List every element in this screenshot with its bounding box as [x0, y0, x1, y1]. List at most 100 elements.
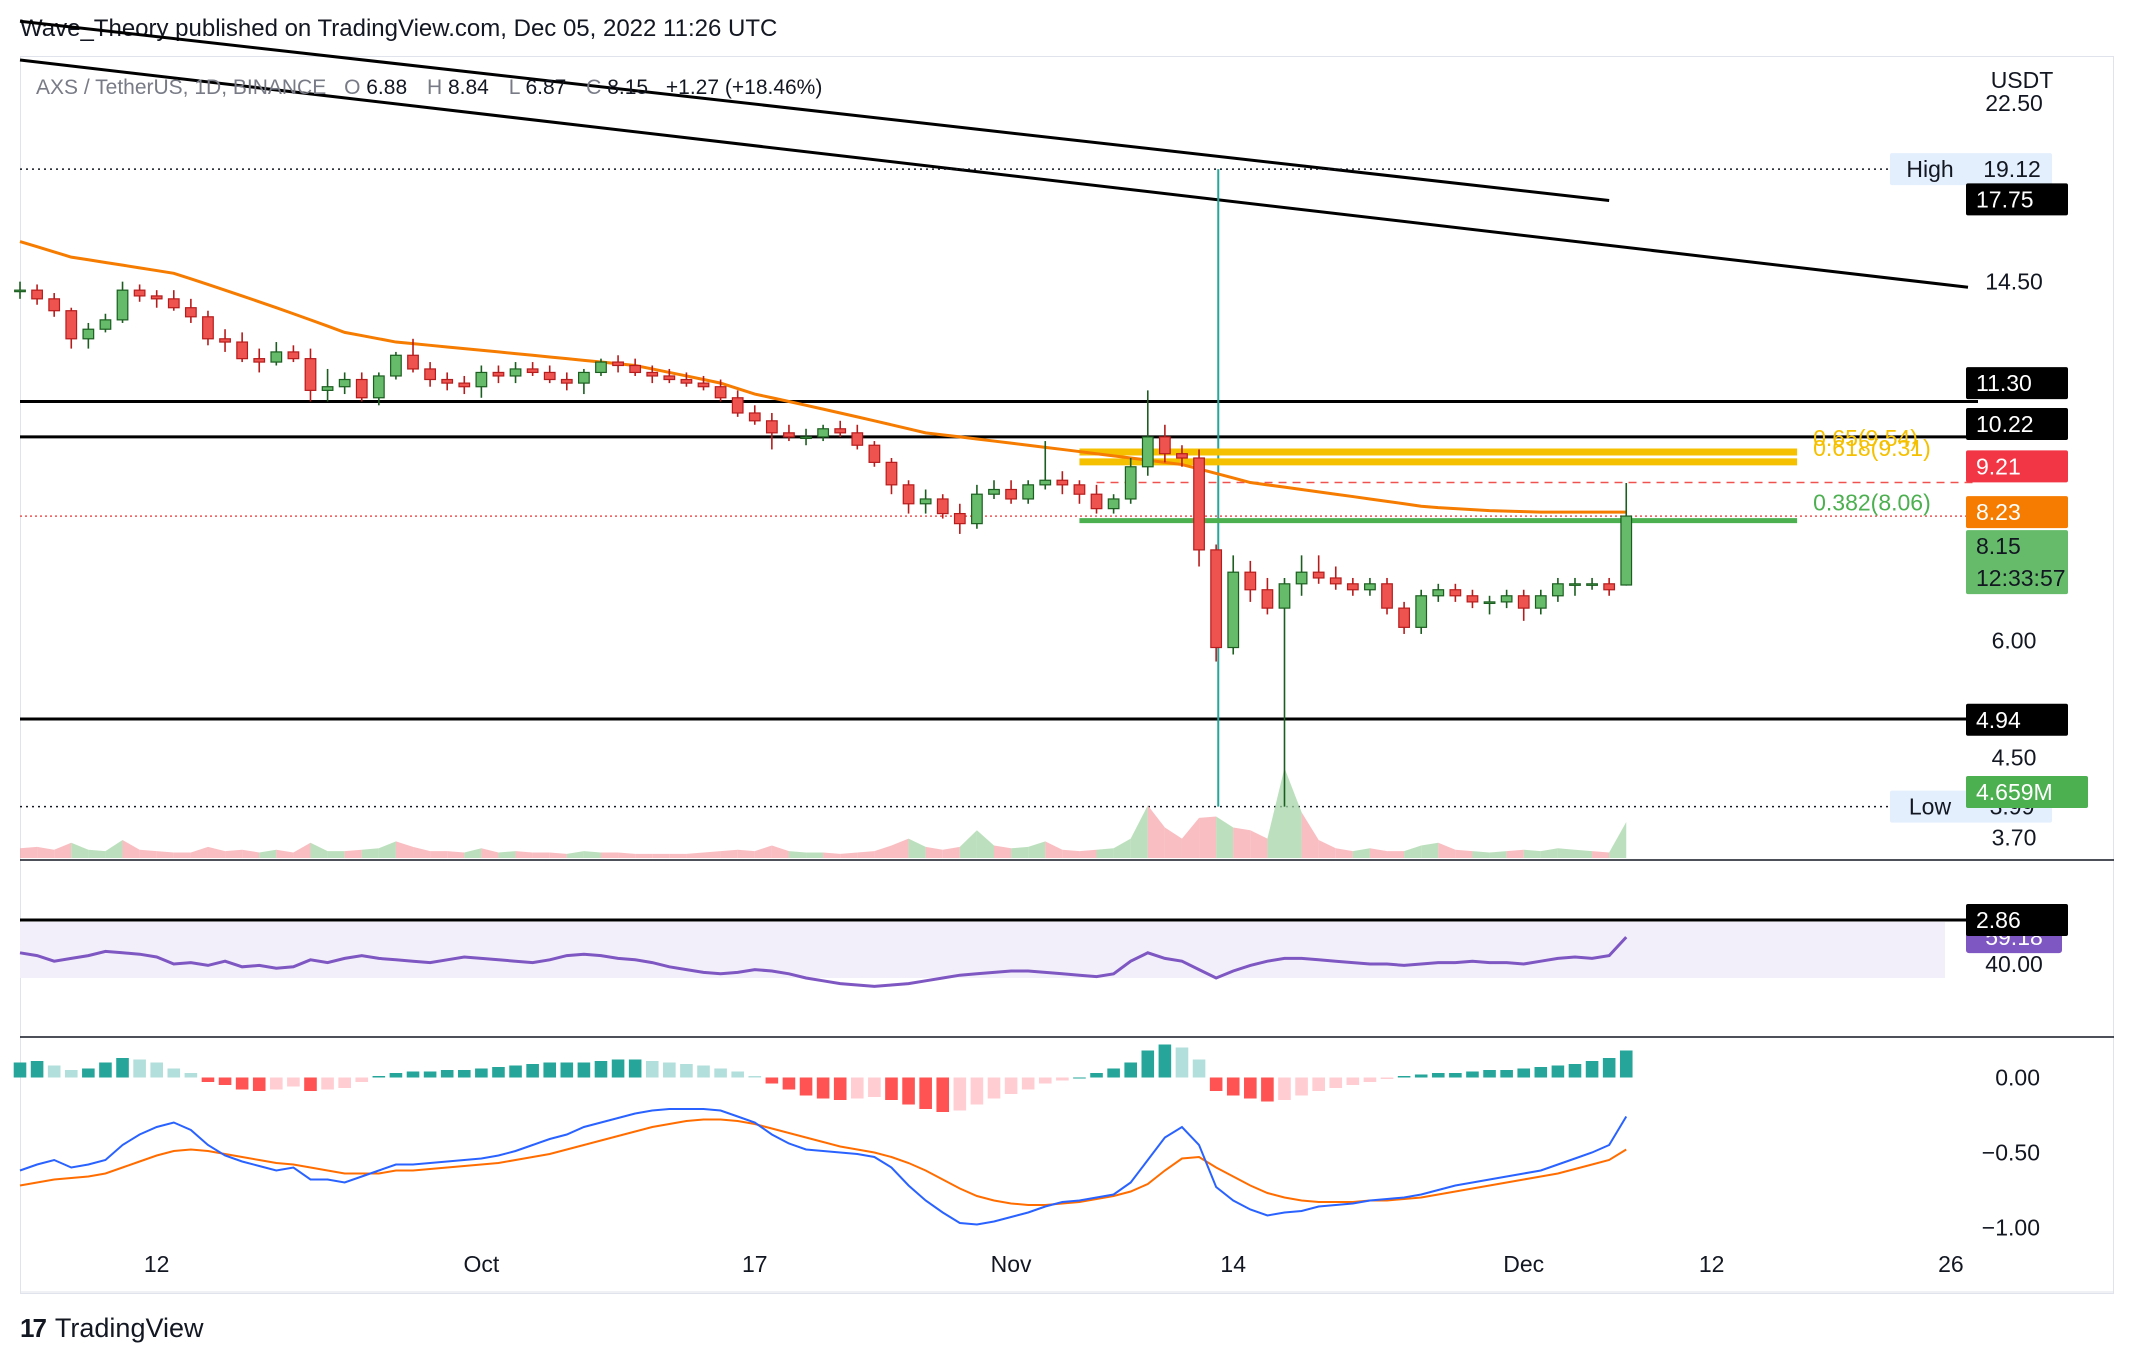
candle-body [731, 397, 744, 414]
candle-body [1551, 583, 1564, 597]
candle [1329, 566, 1342, 590]
candle-body [646, 371, 659, 377]
candle-body [1312, 571, 1325, 579]
macd-histogram-bar [697, 1065, 710, 1078]
volume-area-segment [1335, 848, 1353, 858]
macd-signal-line [19, 1118, 1627, 1206]
price-label-badge [1966, 367, 2068, 400]
time-tick-label: 17 [742, 1251, 768, 1277]
extreme-marker-label: Low [1909, 794, 1952, 820]
candle [646, 365, 659, 384]
macd-histogram-bar [1431, 1073, 1445, 1078]
fib-levels: 0.618(9.31)0.65(9.54) 0.382(8.06) [1079, 425, 1931, 524]
volume-area-segment [1045, 841, 1063, 858]
volume-area-segment [54, 842, 72, 858]
candle-body [441, 378, 454, 384]
chart-frame[interactable] [20, 56, 2114, 1294]
candle [150, 290, 163, 308]
candle [1039, 441, 1052, 490]
candle [1244, 560, 1257, 602]
macd-histogram-bar [1038, 1077, 1052, 1084]
macd-histogram-bar [1346, 1077, 1360, 1085]
macd-histogram-bar [1124, 1062, 1137, 1078]
macd-histogram-bar [970, 1077, 984, 1105]
candle-body [1227, 571, 1240, 649]
trend-line [19, 58, 1969, 289]
macd-histogram-bar [1602, 1058, 1616, 1078]
candle-body [236, 341, 249, 360]
macd-histogram-bar [611, 1059, 625, 1078]
volume-area-segment [395, 841, 414, 858]
price-tick-label: 3.70 [1992, 824, 2037, 850]
legend-c-label: C [586, 76, 601, 99]
candle-body [595, 361, 607, 374]
macd-histogram-bar [475, 1068, 488, 1078]
macd-histogram-bar [184, 1073, 198, 1078]
candle [1073, 480, 1086, 504]
candle-body [390, 354, 402, 377]
macd-histogram-bar [868, 1077, 881, 1097]
volume-area-segment [1369, 848, 1388, 858]
tradingview-wordmark: TradingView [54, 1313, 204, 1343]
candle [612, 355, 624, 373]
volume-area-segment [1062, 849, 1080, 858]
extreme-marker-bg [1890, 153, 2052, 186]
price-label-text: 2.86 [1976, 907, 2021, 933]
candle [543, 365, 556, 384]
candle [560, 372, 573, 391]
volume-area-segment [498, 851, 516, 858]
volume-area-segment [566, 851, 584, 858]
candle [1381, 577, 1393, 615]
candle [680, 372, 693, 387]
candle-body [99, 319, 112, 330]
time-tick-label: 12 [144, 1251, 170, 1277]
volume-area-segment [1164, 827, 1182, 858]
macd-histogram-bar [116, 1058, 129, 1078]
volume-area-segment [874, 845, 892, 858]
volume-area-segment [447, 851, 465, 858]
macd-histogram-bar [338, 1077, 351, 1088]
volume-area-segment [771, 845, 789, 858]
candle-body [1158, 436, 1171, 455]
candle-body [834, 428, 847, 434]
candle-body [560, 378, 573, 384]
macd-histogram-bar [560, 1062, 574, 1078]
candle [1466, 589, 1479, 609]
volume-area-segment [652, 853, 670, 858]
legend-change: +1.27 (+18.46%) [666, 76, 822, 99]
candle-body [1534, 595, 1547, 609]
candle-body [988, 488, 1000, 495]
macd-histogram-bar [355, 1077, 369, 1082]
candle [65, 307, 78, 349]
volume-area-segment [242, 849, 260, 858]
candle-body [817, 428, 830, 438]
candle-body [1432, 589, 1445, 597]
candle-body [1193, 457, 1205, 551]
candle-body [14, 289, 26, 293]
candle [953, 503, 966, 534]
volume-area-segment [823, 852, 841, 858]
price-label-badge [1966, 450, 2068, 483]
candle-body [1210, 549, 1223, 649]
tradingview-footer[interactable]: 17 TradingView [20, 1308, 204, 1348]
candle-body [629, 364, 642, 374]
volume-area-segment [669, 853, 687, 858]
macd-histogram-bar [1004, 1077, 1018, 1094]
candle-body [1500, 595, 1513, 603]
candle [1620, 483, 1633, 586]
candle [458, 375, 471, 395]
candle-body [475, 371, 488, 388]
candle-body [167, 298, 180, 309]
candle [1193, 449, 1205, 567]
candle-body [492, 371, 505, 377]
volume-area-segment [1181, 817, 1200, 858]
candle-body [1586, 583, 1598, 586]
candle-body [304, 358, 317, 391]
candle [133, 284, 146, 302]
macd-histogram-bar [816, 1077, 830, 1099]
candle [1295, 555, 1308, 596]
candle-body [936, 498, 949, 515]
macd-histogram-bar [645, 1061, 659, 1078]
